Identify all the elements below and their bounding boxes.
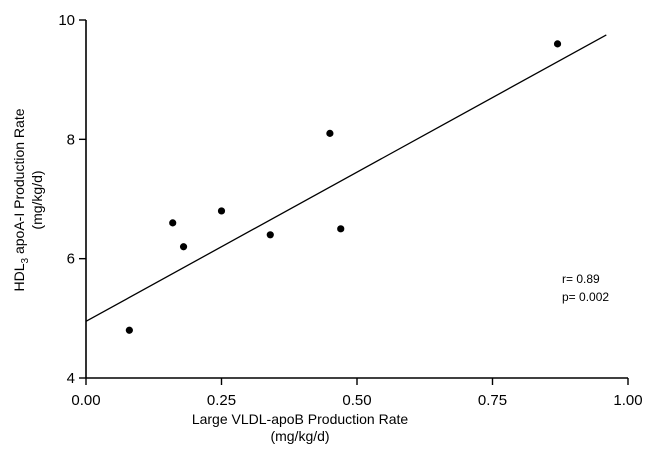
y-axis-label: HDL3 apoA-I Production Rate bbox=[11, 108, 31, 291]
data-point-8 bbox=[553, 40, 562, 48]
x-tick-label: 0.00 bbox=[71, 392, 100, 409]
data-point-3 bbox=[179, 243, 188, 251]
y-tick-label: 4 bbox=[67, 370, 75, 387]
data-point-1 bbox=[125, 326, 133, 334]
x-axis-label: Large VLDL-apoB Production Rate bbox=[192, 411, 409, 427]
axis-tick-labels: 0.00 0.25 0.50 0.75 1.00 4 6 8 10 bbox=[58, 12, 642, 409]
y-tick-label: 8 bbox=[67, 131, 75, 148]
x-axis-label-units: (mg/kg/d) bbox=[270, 428, 329, 444]
data-point-5 bbox=[266, 231, 274, 239]
data-point-7 bbox=[337, 225, 345, 233]
annotation-p: p= 0.002 bbox=[562, 290, 609, 304]
regression-line bbox=[85, 34, 607, 322]
data-point-4 bbox=[217, 207, 226, 215]
x-tick-label: 0.50 bbox=[342, 392, 371, 409]
y-axis-label-units: (mg/kg/d) bbox=[29, 170, 45, 229]
x-tick-label: 0.75 bbox=[478, 392, 507, 409]
x-tick-label: 1.00 bbox=[613, 392, 642, 409]
data-point-2 bbox=[169, 219, 177, 227]
y-tick-label: 10 bbox=[58, 12, 75, 29]
axis-ticks bbox=[79, 19, 629, 385]
y-tick-label: 6 bbox=[67, 251, 75, 268]
annotation-r: r= 0.89 bbox=[562, 272, 600, 286]
data-point-6 bbox=[326, 129, 334, 137]
x-tick-label: 0.25 bbox=[207, 392, 236, 409]
data-points bbox=[125, 40, 562, 334]
